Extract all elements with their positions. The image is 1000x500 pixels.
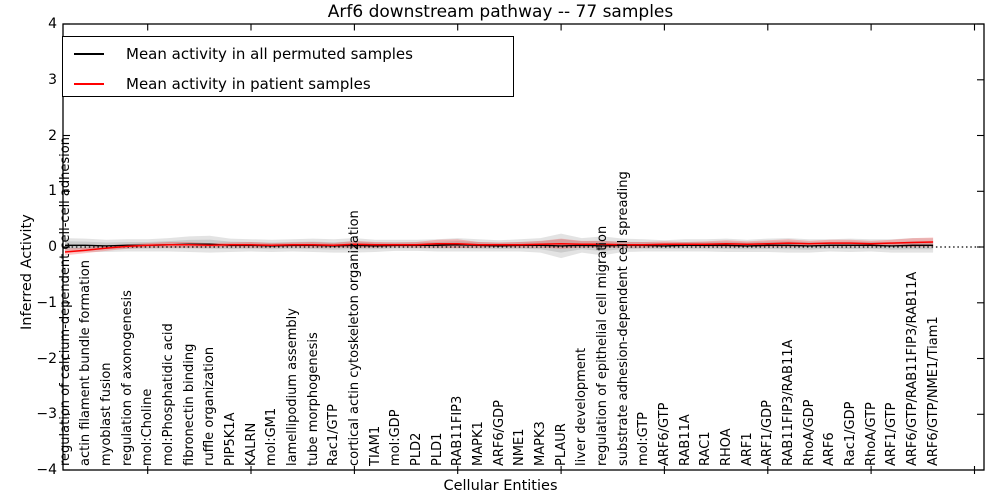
x-category-label: tube morphogenesis [305, 332, 321, 466]
x-category-label: ARF1/GDP [760, 400, 776, 466]
x-category-label: mol:GM1 [264, 407, 280, 466]
x-category-label: ruffle organization [202, 346, 218, 466]
legend-entry-permuted: Mean activity in all permuted samples [63, 41, 513, 67]
patient-mean-line [64, 241, 934, 253]
x-category-label: regulation of calcium-dependent cell-cel… [57, 137, 73, 466]
y-axis-label: Inferred Activity [19, 214, 35, 330]
y-tick-label: 4 [48, 16, 57, 32]
x-category-label: RAC1 [698, 431, 714, 466]
x-category-label: Rac1/GDP [843, 401, 858, 466]
y-tick-label: 0 [48, 239, 57, 255]
x-category-label: ARF1/GTP [884, 402, 900, 466]
x-category-label: regulation of axonogenesis [119, 290, 135, 466]
x-category-label: mol:GDP [388, 409, 404, 466]
axis-ticks [63, 23, 984, 474]
x-category-label: cortical actin cytoskeleton organization [346, 210, 362, 466]
x-category-label: substrate adhesion-dependent cell spread… [615, 171, 631, 466]
x-category-label: MAPK3 [532, 421, 548, 466]
x-category-label: RAB11A [677, 414, 693, 466]
x-category-label: mol:Phosphatidic acid [160, 323, 176, 466]
x-category-label: lamellipodium assembly [284, 308, 300, 466]
x-category-label: ARF6/GTP [656, 402, 672, 466]
x-category-label: MAPK1 [470, 421, 486, 466]
x-category-label: ARF6 [822, 432, 838, 466]
legend-label: Mean activity in all permuted samples [126, 45, 413, 63]
x-category-label: ARF1 [739, 432, 755, 466]
x-category-label: RhoA/GDP [801, 399, 817, 466]
x-axis-label: Cellular Entities [443, 478, 558, 494]
x-category-label: fibronectin binding [181, 343, 197, 466]
x-category-label: RhoA/GTP [863, 402, 879, 466]
x-category-label: mol:Choline [140, 388, 156, 466]
patient-line-swatch-icon [74, 83, 104, 85]
x-category-label: mol:GTP [636, 412, 652, 466]
y-tick-label: 3 [48, 71, 57, 88]
x-category-label: RHOA [718, 428, 734, 466]
x-category-label: Rac1/GTP [326, 404, 342, 466]
x-category-label: RAB11FIP3/RAB11A [781, 339, 796, 466]
x-category-label: KALRN [243, 422, 259, 466]
y-tick-label: 1 [48, 183, 57, 200]
y-tick-label: −1 [36, 294, 57, 311]
chart-title: Arf6 downstream pathway -- 77 samples [327, 2, 674, 22]
x-category-label: ARF6/GTP/RAB11FIP3/RAB11A [905, 271, 920, 466]
legend-entry-patient: Mean activity in patient samples [63, 71, 513, 97]
y-tick-label: 2 [48, 127, 57, 144]
x-category-label: PLD1 [429, 432, 445, 466]
legend-label: Mean activity in patient samples [126, 75, 371, 93]
x-category-label: PIP5K1A [222, 412, 238, 466]
x-category-label: PLD2 [408, 432, 424, 466]
x-category-label: liver development [574, 347, 590, 466]
permuted-mean-line [65, 243, 934, 247]
x-category-label: NME1 [512, 428, 528, 466]
x-category-label: regulation of epithelial cell migration [594, 225, 610, 466]
legend: Mean activity in all permuted samples Me… [62, 36, 514, 97]
x-category-label: RAB11FIP3 [450, 395, 466, 466]
permuted-line-swatch-icon [74, 53, 104, 55]
x-category-label: myoblast fusion [98, 362, 114, 466]
x-category-label: actin filament bundle formation [78, 260, 94, 466]
x-category-label: TIAM1 [367, 425, 383, 466]
y-tick-label: −2 [36, 350, 57, 367]
y-tick-label: −3 [36, 406, 57, 423]
y-tick-label: −4 [36, 462, 57, 478]
x-category-label: ARF6/GTP/NME1/Tiam1 [925, 316, 941, 466]
x-category-label: PLAUR [553, 423, 569, 466]
x-category-label: ARF6/GDP [491, 400, 507, 466]
